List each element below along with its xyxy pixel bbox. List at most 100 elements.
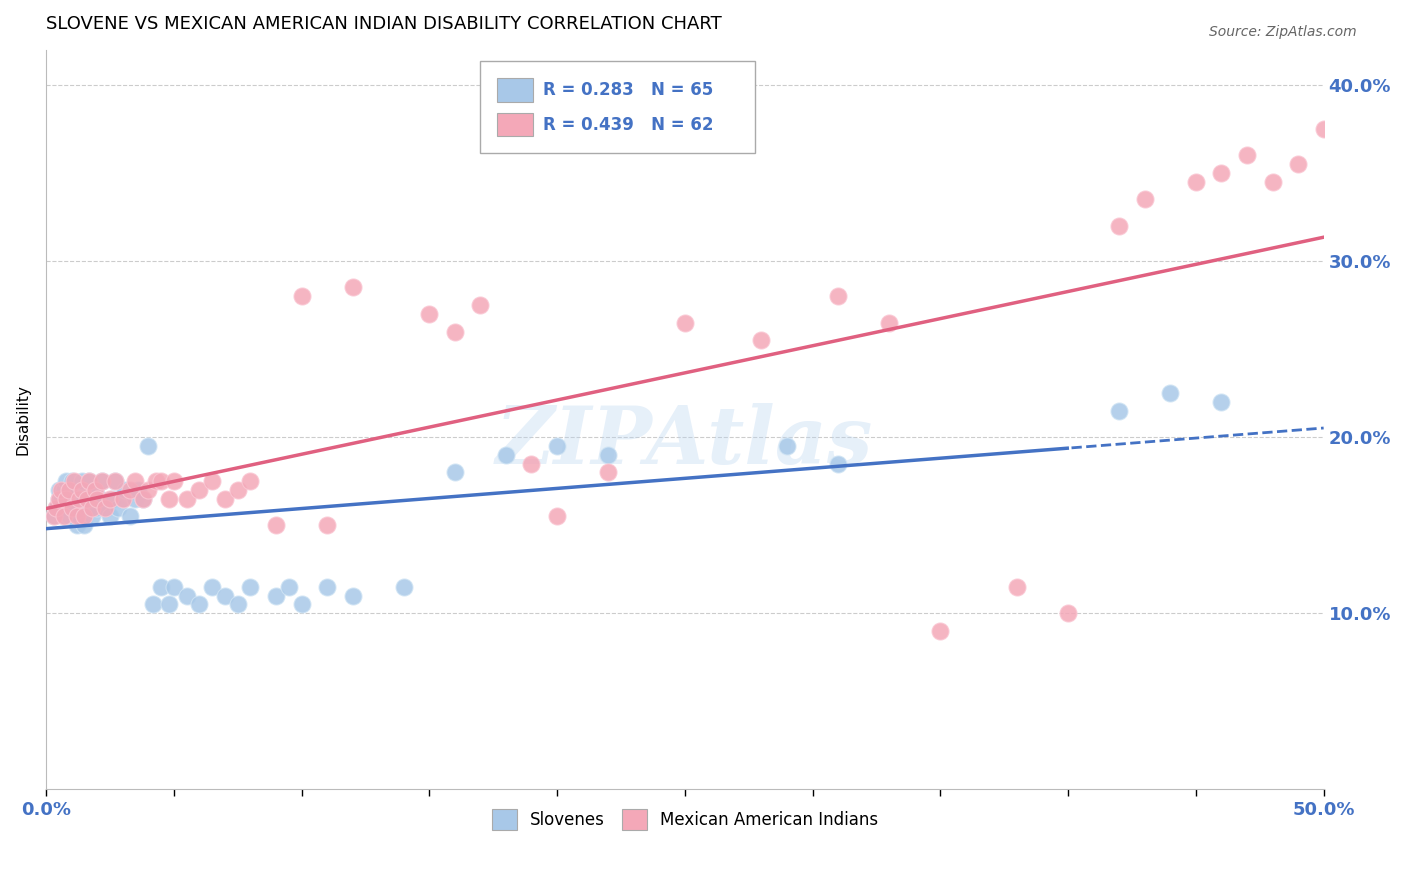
Point (226, 598, 249, 612)
Point (91, 474, 114, 488)
Point (1185, 175, 1208, 189)
Point (45, 500, 67, 515)
Point (73, 491, 96, 506)
Point (827, 457, 849, 471)
Text: R = 0.439   N = 62: R = 0.439 N = 62 (543, 115, 713, 134)
Point (239, 474, 262, 488)
Point (290, 289, 312, 303)
Point (316, 518, 339, 533)
Point (145, 474, 167, 488)
FancyBboxPatch shape (481, 61, 755, 153)
Point (1261, 175, 1284, 189)
Point (104, 474, 127, 488)
Point (277, 580, 299, 594)
Point (1211, 166, 1233, 180)
Point (80, 509, 103, 524)
Point (80, 491, 103, 506)
Point (66, 518, 89, 533)
Point (66, 483, 89, 497)
Point (201, 580, 224, 594)
Point (827, 289, 849, 303)
Point (120, 509, 142, 524)
Point (89, 491, 111, 506)
Point (470, 298, 492, 312)
Point (1057, 606, 1080, 620)
Point (58, 483, 80, 497)
Point (70, 474, 93, 488)
Point (929, 624, 952, 638)
Point (239, 580, 262, 594)
Point (79, 474, 101, 488)
Point (91, 474, 114, 488)
Point (124, 491, 146, 506)
Point (598, 466, 620, 480)
Text: SLOVENE VS MEXICAN AMERICAN INDIAN DISABILITY CORRELATION CHART: SLOVENE VS MEXICAN AMERICAN INDIAN DISAB… (46, 15, 721, 33)
Text: R = 0.283   N = 65: R = 0.283 N = 65 (543, 81, 713, 99)
Point (136, 483, 159, 497)
FancyBboxPatch shape (496, 112, 533, 136)
Point (157, 491, 180, 506)
Point (1108, 219, 1130, 233)
Point (67, 491, 90, 506)
Point (51, 491, 73, 506)
Point (83, 483, 105, 497)
Point (60, 500, 83, 515)
Point (776, 439, 799, 453)
Point (52, 509, 75, 524)
Point (142, 598, 165, 612)
Point (120, 483, 142, 497)
Text: Source: ZipAtlas.com: Source: ZipAtlas.com (1209, 25, 1357, 39)
Point (52, 483, 75, 497)
Point (63, 474, 86, 488)
Point (132, 491, 155, 506)
Point (55, 491, 77, 506)
Point (42, 509, 65, 524)
Point (443, 466, 465, 480)
Point (101, 491, 124, 506)
FancyBboxPatch shape (496, 78, 533, 102)
Point (98, 509, 121, 524)
Point (104, 474, 127, 488)
Point (114, 483, 136, 497)
Point (1005, 580, 1028, 594)
Point (226, 483, 249, 497)
Point (51, 483, 73, 497)
Point (546, 509, 568, 524)
Point (60, 474, 83, 488)
Point (201, 474, 224, 488)
Point (76, 491, 98, 506)
Point (176, 491, 198, 506)
Y-axis label: Disability: Disability (15, 384, 30, 455)
Point (163, 474, 186, 488)
Point (111, 491, 134, 506)
Point (93, 500, 115, 515)
Point (67, 491, 90, 506)
Point (546, 439, 568, 453)
Point (63, 500, 86, 515)
Point (80, 500, 103, 515)
Point (52, 509, 75, 524)
Point (188, 483, 211, 497)
Point (86, 500, 108, 515)
Point (73, 518, 96, 533)
Point (214, 491, 236, 506)
Point (163, 580, 186, 594)
Point (70, 483, 93, 497)
Point (132, 491, 155, 506)
Point (127, 483, 149, 497)
Point (751, 334, 773, 348)
Point (83, 483, 105, 497)
Point (107, 500, 129, 515)
Point (214, 589, 236, 603)
Point (149, 580, 172, 594)
Point (1133, 193, 1156, 207)
Point (1286, 157, 1309, 171)
Point (149, 474, 172, 488)
Point (1211, 395, 1233, 409)
Point (443, 325, 465, 339)
Point (188, 598, 211, 612)
Point (673, 316, 696, 330)
Point (598, 448, 620, 462)
Point (157, 598, 180, 612)
Point (45, 500, 67, 515)
